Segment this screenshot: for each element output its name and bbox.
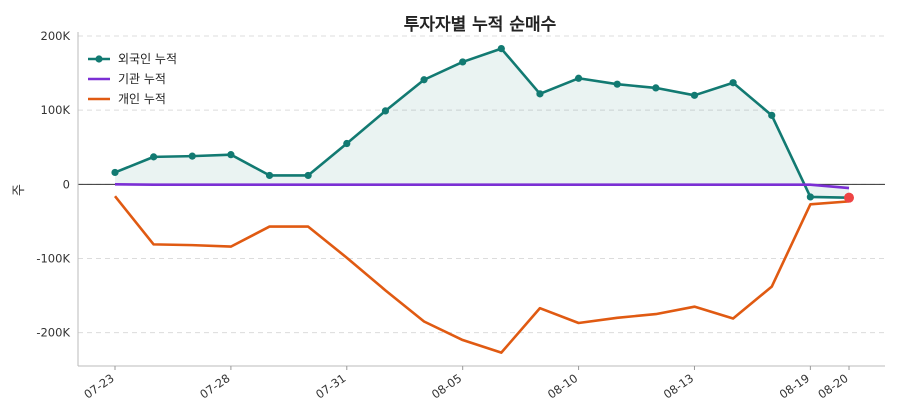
highlight-point: [844, 192, 854, 203]
legend-label: 외국인 누적: [118, 52, 177, 66]
data-point: [536, 90, 544, 98]
data-point: [343, 139, 351, 148]
x-tick-label: 07-23: [81, 371, 116, 402]
data-point: [304, 171, 312, 180]
x-tick-label: 08-20: [815, 371, 850, 402]
x-tick-label: 08-10: [545, 371, 580, 402]
data-point: [111, 168, 119, 177]
legend-marker: [95, 55, 103, 63]
series-line: [114, 47, 850, 199]
data-point: [227, 151, 235, 159]
data-point: [188, 152, 196, 160]
chart-title: 투자자별 누적 순매수: [403, 15, 557, 35]
y-tick-label: -100K: [36, 251, 70, 265]
series-line: [113, 195, 850, 354]
y-tick-label: -200K: [36, 326, 70, 340]
data-point: [150, 153, 158, 161]
data-point: [420, 76, 428, 84]
data-point: [574, 74, 583, 82]
data-point: [729, 79, 737, 87]
data-point: [459, 58, 467, 66]
series-line: [114, 183, 850, 190]
data-point: [613, 80, 621, 88]
data-point: [265, 171, 274, 180]
data-point: [768, 111, 776, 119]
data-point: [652, 84, 660, 92]
legend-label: 개인 누적: [118, 92, 166, 106]
data-point: [497, 45, 505, 53]
x-tick-label: 07-31: [313, 371, 348, 402]
x-tick-label: 08-05: [429, 371, 464, 402]
x-tick-label: 07-28: [197, 371, 232, 402]
y-tick-label: 200K: [41, 29, 71, 43]
data-point: [690, 91, 699, 99]
x-tick-label: 08-19: [777, 371, 812, 402]
y-tick-label: 100K: [41, 103, 71, 117]
data-point: [381, 107, 390, 115]
x-tick-label: 08-13: [661, 371, 696, 402]
legend-label: 기관 누적: [118, 72, 166, 86]
data-point: [806, 193, 814, 201]
foreign-area-fill: [115, 48, 849, 198]
y-tick-label: 0: [63, 177, 70, 191]
